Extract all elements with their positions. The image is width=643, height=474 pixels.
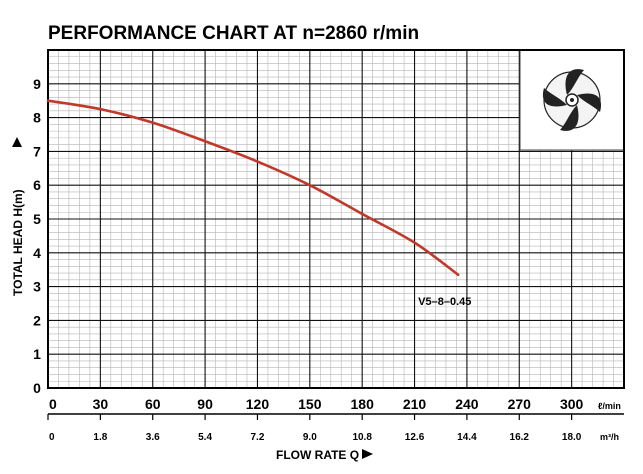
x-tick-label: 240: [455, 396, 479, 412]
x-secondary-tick-label: 18.0: [562, 432, 582, 443]
y-axis-label: TOTAL HEAD H(m): [11, 189, 25, 296]
impeller-inset: [519, 49, 625, 151]
x-secondary-tick-label: 12.6: [405, 432, 425, 443]
series-label: V5–8–0.45: [418, 296, 471, 308]
x-unit-primary: ℓ/min: [598, 401, 621, 411]
y-tick-label: 2: [33, 312, 41, 328]
x-tick-label: 120: [246, 396, 270, 412]
arrow-up-icon: [12, 137, 22, 147]
x-tick-label: 150: [298, 396, 322, 412]
x-tick-label: 210: [403, 396, 427, 412]
chart-title: PERFORMANCE CHART AT n=2860 r/min: [48, 23, 419, 44]
x-axis-title: FLOW RATE Q: [276, 448, 373, 462]
x-secondary-tick-label: 3.6: [146, 432, 160, 443]
x-secondary-tick-label: 7.2: [251, 432, 265, 443]
x-secondary-tick-label: 1.8: [93, 432, 107, 443]
y-tick-label: 9: [33, 76, 41, 92]
arrow-right-icon: [362, 449, 373, 459]
x-tick-labels-flow-m3h: 0 1.8 3.6 5.4 7.2 9.0 10.8 12.6 14.4 16.2 18.0: [47, 414, 582, 443]
plot-frame: [47, 49, 625, 389]
x-axis-label: FLOW RATE Q: [276, 448, 359, 462]
y-tick-label: 1: [33, 346, 41, 362]
x-secondary-tick-label: 0: [49, 432, 55, 443]
y-axis-title: TOTAL HEAD H(m): [11, 137, 25, 296]
y-tick-label: 0: [33, 380, 41, 396]
y-tick-label: 8: [33, 110, 41, 126]
x-tick-label: 270: [508, 396, 532, 412]
x-tick-label: 180: [351, 396, 375, 412]
x-secondary-tick-label: 14.4: [457, 432, 477, 443]
x-tick-label: 90: [197, 396, 213, 412]
x-secondary-tick-label: 9.0: [303, 432, 317, 443]
x-tick-label: 300: [560, 396, 584, 412]
x-secondary-tick-label: 5.4: [198, 432, 212, 443]
y-tick-label: 3: [33, 279, 41, 295]
y-tick-label: 5: [33, 211, 41, 227]
x-tick-label: 0: [49, 396, 57, 412]
y-tick-labels: 0 1 2 3 4 5 6 7 8 9: [33, 76, 41, 396]
x-tick-labels-flow-lmin: 0 30 60 90 120 150 180 210 240 270 300: [49, 396, 584, 412]
y-tick-label: 7: [33, 143, 41, 159]
x-unit-secondary: m³/h: [600, 432, 619, 442]
y-tick-label: 4: [33, 245, 41, 261]
x-secondary-tick-label: 10.8: [352, 432, 372, 443]
x-tick-label: 60: [145, 396, 161, 412]
x-secondary-tick-label: 16.2: [510, 432, 530, 443]
y-tick-label: 6: [33, 177, 41, 193]
series-line: [46, 99, 460, 277]
performance-curves: V5–8–0.45: [46, 99, 471, 308]
impeller-icon: [542, 69, 602, 131]
x-tick-label: 30: [93, 396, 109, 412]
